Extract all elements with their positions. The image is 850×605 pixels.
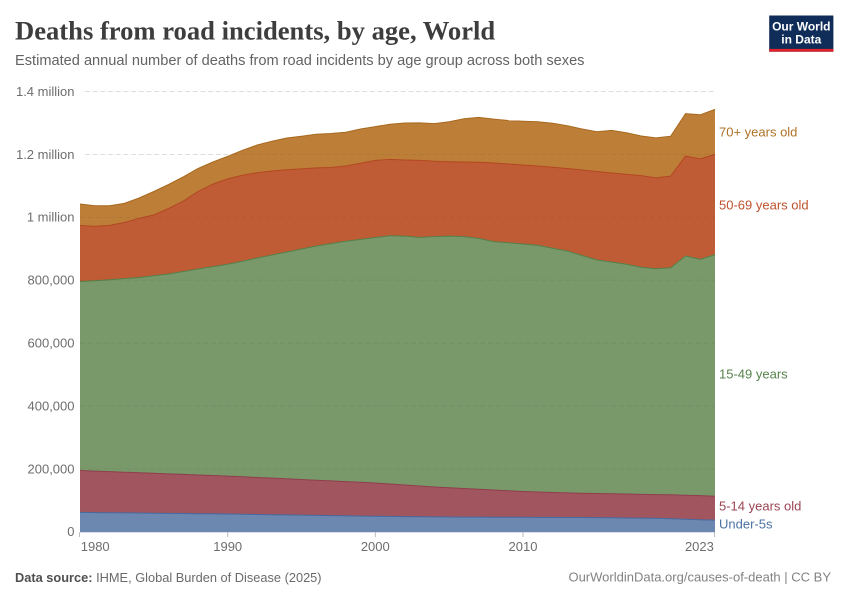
svg-text:1.2 million: 1.2 million	[16, 147, 75, 162]
svg-text:50-69 years old: 50-69 years old	[719, 198, 809, 213]
svg-text:1 million: 1 million	[27, 210, 75, 225]
svg-text:OurWorldinData.org/causes-of-d: OurWorldinData.org/causes-of-death | CC …	[568, 570, 831, 585]
svg-text:0: 0	[67, 524, 74, 539]
svg-text:200,000: 200,000	[28, 461, 75, 476]
svg-text:2000: 2000	[361, 539, 390, 554]
svg-text:Our World: Our World	[772, 20, 830, 34]
svg-text:1980: 1980	[81, 539, 110, 554]
svg-text:Deaths from road incidents, by: Deaths from road incidents, by age, Worl…	[15, 16, 495, 46]
svg-text:Data source: IHME, Global Burd: Data source: IHME, Global Burden of Dise…	[15, 570, 322, 585]
svg-text:70+ years old: 70+ years old	[719, 125, 797, 140]
svg-text:15-49 years: 15-49 years	[719, 367, 788, 382]
svg-text:Under-5s: Under-5s	[719, 517, 773, 532]
svg-text:Estimated annual number of dea: Estimated annual number of deaths from r…	[15, 53, 584, 69]
svg-text:800,000: 800,000	[28, 273, 75, 288]
svg-text:2010: 2010	[509, 539, 538, 554]
svg-text:1990: 1990	[213, 539, 242, 554]
svg-text:600,000: 600,000	[28, 336, 75, 351]
svg-text:5-14 years old: 5-14 years old	[719, 499, 801, 514]
svg-text:2023: 2023	[685, 539, 714, 554]
svg-text:400,000: 400,000	[28, 398, 75, 413]
svg-text:1.4 million: 1.4 million	[16, 84, 75, 99]
svg-text:in Data: in Data	[781, 32, 821, 46]
